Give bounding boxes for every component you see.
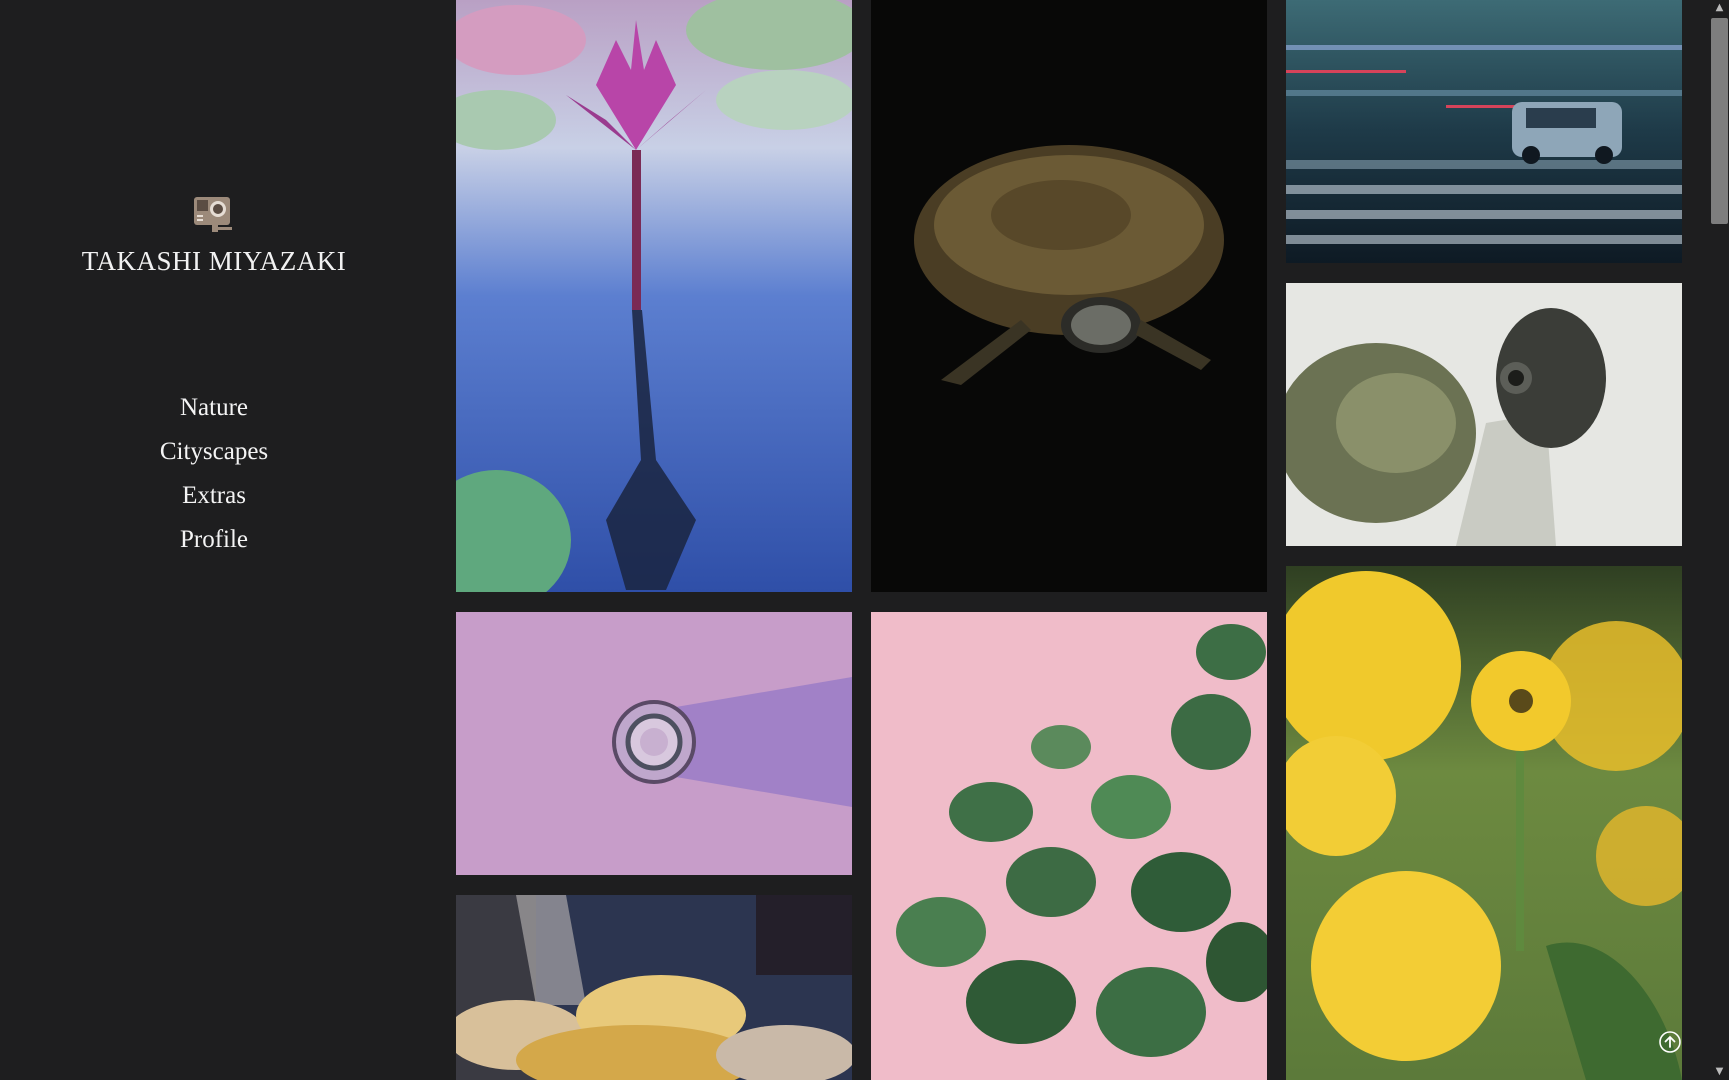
scroll-down-arrow-icon[interactable]: ▼ [1715, 1066, 1724, 1077]
nav-item-extras[interactable]: Extras [182, 482, 246, 509]
gallery-photo-turtle-dark[interactable] [871, 0, 1267, 592]
gallery-photo-nerve-plant[interactable] [871, 612, 1267, 1080]
nav-item-profile[interactable]: Profile [179, 526, 249, 553]
gallery-photo-water-lily[interactable] [456, 0, 852, 592]
nav-item-nature[interactable]: Nature [179, 394, 249, 421]
scrollbar-thumb[interactable] [1711, 18, 1728, 224]
scroll-up-arrow-icon[interactable]: ▲ [1715, 2, 1724, 13]
main-nav: Nature Cityscapes Extras Profile [0, 386, 428, 562]
gallery-photo-glass-bottle[interactable] [456, 612, 852, 875]
nav-item-cityscapes[interactable]: Cityscapes [159, 438, 269, 465]
sidebar: TAKASHI MIYAZAKI Nature Cityscapes Extra… [0, 0, 428, 1080]
arrow-up-circle-icon[interactable] [1658, 1030, 1682, 1054]
gallery-photo-city-motion[interactable] [1286, 0, 1682, 263]
gallery-photo-food[interactable] [456, 895, 852, 1080]
site-title[interactable]: TAKASHI MIYAZAKI [81, 246, 347, 276]
action-camera-icon[interactable] [192, 191, 236, 235]
scrollbar-track[interactable] [1710, 0, 1729, 1080]
gallery-photo-turtle-closeup[interactable] [1286, 283, 1682, 546]
gallery-photo-sunflowers[interactable] [1286, 566, 1682, 1080]
